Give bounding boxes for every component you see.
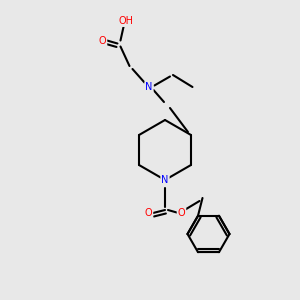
Text: N: N xyxy=(161,175,169,185)
Text: OH: OH xyxy=(119,16,134,26)
Text: N: N xyxy=(145,82,153,92)
Text: O: O xyxy=(178,208,185,218)
Text: O: O xyxy=(99,35,106,46)
Text: O: O xyxy=(145,208,152,218)
